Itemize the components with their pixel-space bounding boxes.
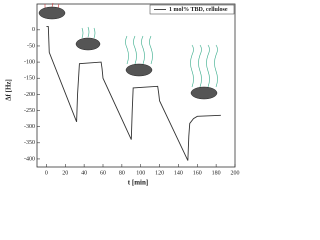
y-axis-label: Δf [Hz] xyxy=(5,79,13,101)
x-tick-label: 80 xyxy=(119,170,125,176)
legend-label: 1 mol% TBD, cellulose xyxy=(169,7,228,13)
illustrations xyxy=(38,2,218,100)
y-tick-label: -200 xyxy=(24,92,35,98)
x-tick-label: 180 xyxy=(212,170,221,176)
data-line xyxy=(46,26,221,161)
y-tick-label: -100 xyxy=(24,59,35,65)
page: {"chart_data": {"type": "line", "xlabel"… xyxy=(4,2,240,187)
y-tick-label: -400 xyxy=(24,156,35,162)
x-tick-label: 200 xyxy=(231,170,240,176)
x-tick-label: 0 xyxy=(45,170,48,176)
x-tick-label: 20 xyxy=(62,170,68,176)
x-tick-label: 60 xyxy=(100,170,106,176)
y-tick-label: -50 xyxy=(27,43,35,49)
x-tick-label: 120 xyxy=(155,170,164,176)
plot-frame xyxy=(36,3,236,168)
y-tick-label: -350 xyxy=(24,140,35,146)
x-tick-label: 100 xyxy=(136,170,145,176)
x-tick-label: 140 xyxy=(174,170,183,176)
y-tick-label: 0 xyxy=(32,27,35,33)
legend-box xyxy=(149,4,235,15)
x-tick-label: 40 xyxy=(81,170,87,176)
x-axis-label: t [min] xyxy=(128,179,148,187)
chart: t [min] Δf [Hz] 0 -50 -100 -150 -200 -250 -300… xyxy=(5,2,240,187)
y-tick-label: -250 xyxy=(24,108,35,114)
x-tick-label: 160 xyxy=(193,170,202,176)
y-tick-label: -300 xyxy=(24,124,35,130)
y-tick-label: -150 xyxy=(24,76,35,82)
